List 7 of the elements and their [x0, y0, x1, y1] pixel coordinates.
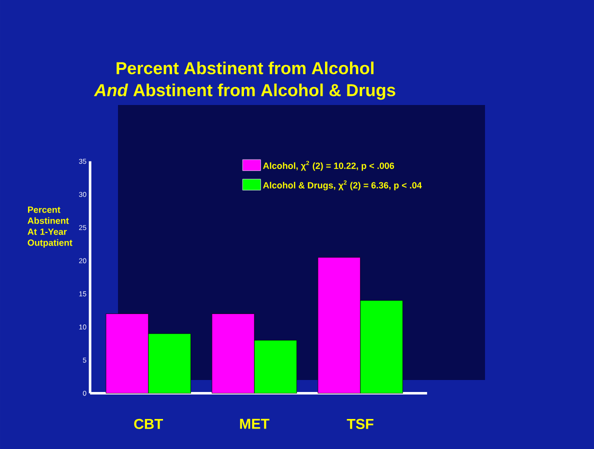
- x-tick-label: TSF: [346, 418, 374, 430]
- x-tick-label: MET: [240, 418, 270, 429]
- legend-label: Alcohol & Drugs, χ$^{2}$ (2) = 6.36, p < .04: [263, 180, 422, 190]
- x-tick-label: CBT: [134, 418, 164, 430]
- y-axis-title: Percent Abstinent At 1-Year Outpatient: [28, 206, 72, 248]
- chart-title: Percent Abstinent from Alcohol And Abstinent from Alcohol & Drugs: [94, 62, 396, 100]
- legend-label: Alcohol, χ$^{2}$ (2) = 10.22, p < .006: [263, 160, 394, 171]
